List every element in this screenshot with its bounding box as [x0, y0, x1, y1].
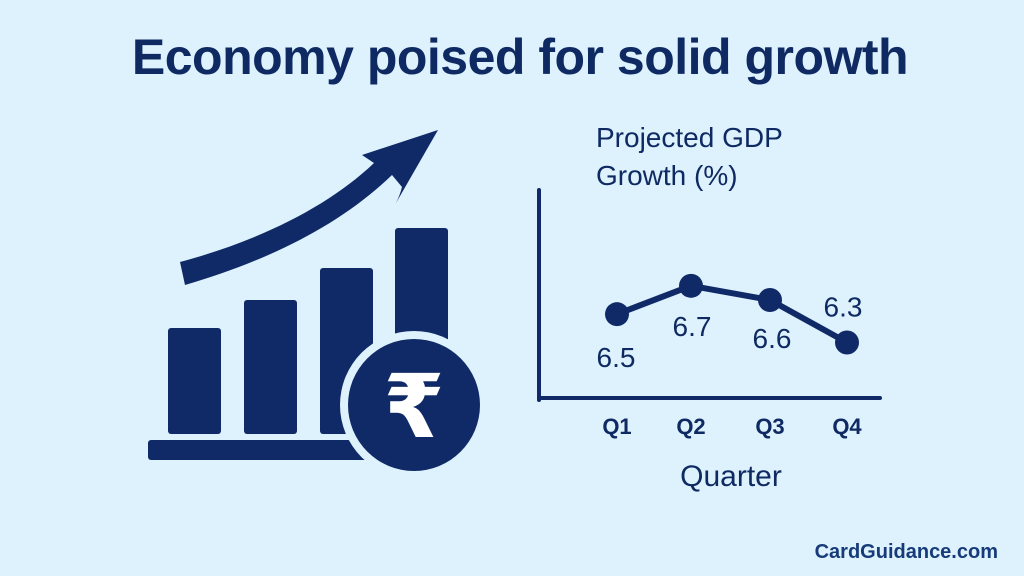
rupee-symbol: ₹ — [383, 355, 444, 458]
x-tick-label-q3: Q3 — [755, 414, 784, 439]
chart-base-icon-part — [148, 440, 380, 460]
growth-arrow-icon — [180, 130, 438, 285]
chart-title-line-1: Projected GDP — [596, 122, 783, 153]
brand-footer: CardGuidance.com — [814, 541, 998, 563]
data-label-q4: 6.3 — [824, 292, 863, 323]
chart-title-line-2: Growth (%) — [596, 160, 738, 191]
icon-bar-4 — [395, 228, 448, 348]
data-point-q1 — [605, 302, 629, 327]
series-line — [614, 282, 850, 346]
x-tick-label-q1: Q1 — [602, 414, 631, 439]
icon-bar-2 — [244, 300, 297, 434]
data-label-q1: 6.5 — [597, 342, 636, 373]
rupee-coin-icon — [348, 339, 480, 471]
data-point-q2 — [679, 273, 703, 298]
x-tick-label-q2: Q2 — [676, 414, 705, 439]
x-tick-label-q4: Q4 — [832, 414, 862, 439]
bar-chart-rupee-growth-icon: ₹ — [148, 130, 488, 479]
data-point-q4 — [835, 330, 859, 355]
icon-bar-1 — [168, 328, 221, 434]
data-point-q3 — [758, 288, 782, 312]
page-title: Economy poised for solid growth — [131, 29, 909, 85]
data-label-q3: 6.6 — [753, 323, 792, 354]
x-axis-label: Quarter — [680, 460, 782, 493]
data-label-q2: 6.7 — [673, 311, 712, 342]
